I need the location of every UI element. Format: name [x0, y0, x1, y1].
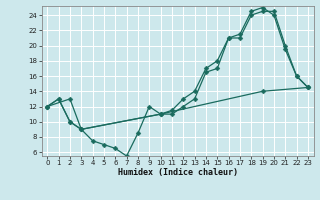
X-axis label: Humidex (Indice chaleur): Humidex (Indice chaleur) — [118, 168, 237, 177]
